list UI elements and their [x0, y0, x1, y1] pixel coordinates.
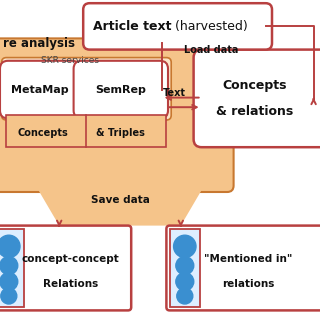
Text: & Triples: & Triples	[96, 128, 144, 138]
Text: relations: relations	[222, 279, 274, 289]
FancyBboxPatch shape	[0, 226, 131, 310]
Text: Load data: Load data	[184, 44, 238, 55]
Circle shape	[0, 273, 18, 291]
FancyBboxPatch shape	[2, 58, 171, 120]
Text: SKR services: SKR services	[41, 56, 100, 65]
Circle shape	[0, 235, 20, 258]
Text: & relations: & relations	[216, 105, 293, 118]
Polygon shape	[32, 179, 208, 226]
FancyBboxPatch shape	[170, 229, 200, 307]
Text: Save data: Save data	[91, 195, 149, 205]
Text: Concepts: Concepts	[222, 79, 287, 92]
FancyBboxPatch shape	[6, 115, 166, 147]
Circle shape	[0, 257, 18, 275]
Text: SemRep: SemRep	[95, 84, 146, 95]
Text: Concepts: Concepts	[18, 128, 68, 138]
Circle shape	[176, 273, 194, 291]
Text: "Mentioned in": "Mentioned in"	[204, 253, 292, 264]
FancyBboxPatch shape	[83, 3, 272, 50]
Text: Text: Text	[163, 88, 186, 98]
FancyBboxPatch shape	[0, 229, 24, 307]
FancyBboxPatch shape	[0, 38, 234, 192]
Circle shape	[177, 288, 193, 304]
Text: concept-concept: concept-concept	[21, 253, 119, 264]
FancyBboxPatch shape	[74, 61, 168, 118]
Text: (harvested): (harvested)	[171, 20, 248, 33]
Circle shape	[1, 288, 17, 304]
Circle shape	[176, 257, 194, 275]
FancyBboxPatch shape	[0, 61, 80, 118]
Text: MetaMap: MetaMap	[11, 84, 69, 95]
FancyBboxPatch shape	[194, 50, 320, 147]
Text: Relations: Relations	[43, 279, 98, 289]
Text: Article text: Article text	[93, 20, 171, 33]
FancyBboxPatch shape	[166, 226, 320, 310]
Text: re analysis: re analysis	[3, 36, 75, 50]
Circle shape	[174, 235, 196, 258]
